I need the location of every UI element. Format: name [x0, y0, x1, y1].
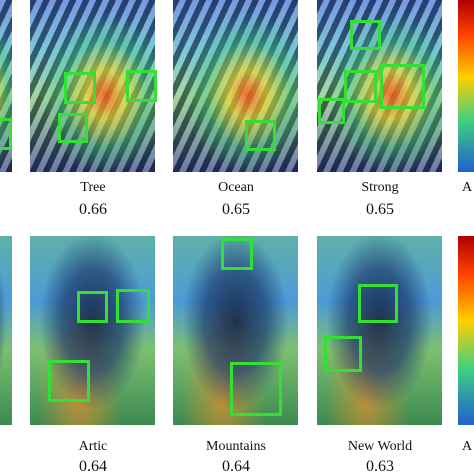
- box: [77, 291, 108, 323]
- score: 0.64: [79, 458, 107, 474]
- score: 0.65: [366, 201, 394, 218]
- label: Artic: [78, 439, 108, 454]
- colorbar: [458, 0, 474, 172]
- label: A: [462, 439, 473, 454]
- box: [245, 120, 276, 151]
- label: Ocean: [218, 180, 254, 195]
- score: 0.63: [366, 458, 394, 474]
- box: [350, 20, 381, 50]
- box: [344, 70, 377, 103]
- score: 0.66: [79, 201, 107, 218]
- box: [0, 118, 12, 150]
- label: Mountains: [206, 439, 266, 454]
- label: A: [462, 180, 473, 195]
- box: [380, 64, 425, 109]
- box: [221, 238, 253, 270]
- score: 0.65: [222, 201, 250, 218]
- box: [58, 113, 88, 143]
- box: [318, 98, 345, 124]
- label: New World: [347, 439, 413, 454]
- image: [317, 236, 442, 425]
- image: [173, 0, 298, 172]
- box: [64, 72, 96, 104]
- box: [48, 360, 90, 402]
- colorbar: [458, 236, 474, 425]
- box: [126, 70, 157, 102]
- score: 0.64: [222, 458, 250, 474]
- box: [230, 362, 282, 416]
- image: [30, 0, 155, 172]
- box: [358, 284, 398, 323]
- image: [0, 236, 12, 425]
- box: [116, 289, 150, 323]
- label: Strong: [361, 180, 399, 195]
- box: [324, 336, 362, 372]
- label: Tree: [80, 180, 106, 195]
